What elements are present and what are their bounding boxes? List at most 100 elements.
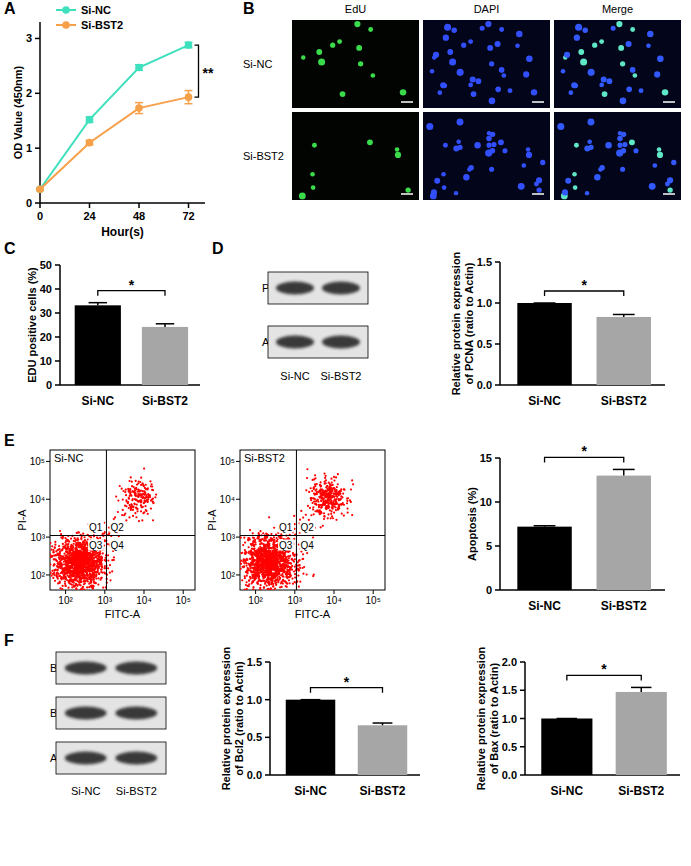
nucleus — [495, 41, 501, 47]
series-line — [40, 45, 189, 189]
bar — [517, 527, 571, 590]
nucleus — [588, 119, 595, 126]
event-dot — [78, 582, 80, 584]
nucleus — [354, 21, 360, 27]
event-dot — [72, 563, 74, 565]
bar — [597, 317, 651, 385]
event-dot — [92, 585, 94, 587]
event-dot — [125, 519, 127, 521]
event-dot — [101, 577, 103, 579]
event-dot — [97, 559, 99, 561]
event-dot — [139, 494, 141, 496]
bar — [541, 719, 592, 776]
error-bar — [89, 303, 107, 306]
event-dot — [60, 562, 62, 564]
event-dot — [104, 559, 106, 561]
nucleus — [557, 123, 564, 130]
nucleus — [662, 89, 668, 95]
nucleus — [463, 174, 469, 180]
nucleus — [564, 52, 570, 58]
event-dot — [90, 553, 92, 555]
event-dot — [72, 575, 74, 577]
event-dot — [136, 500, 138, 502]
event-dot — [65, 551, 67, 553]
event-dot — [75, 548, 77, 550]
error-cap — [135, 102, 143, 104]
error-bar — [301, 699, 321, 700]
event-dot — [97, 583, 99, 585]
category-label: Si-NC — [81, 394, 114, 408]
event-dot — [55, 550, 57, 552]
event-dot — [130, 509, 132, 511]
event-dot — [88, 562, 90, 564]
nucleus — [626, 87, 632, 93]
plot-frame — [50, 450, 195, 590]
nucleus — [476, 78, 482, 84]
event-dot — [74, 579, 76, 581]
event-dot — [132, 515, 134, 517]
event-dot — [133, 491, 135, 493]
event-dot — [79, 550, 81, 552]
event-dot — [87, 569, 89, 571]
event-dot — [85, 574, 87, 576]
event-dot — [152, 502, 154, 504]
event-dot — [134, 512, 136, 514]
event-dot — [96, 552, 98, 554]
event-dot — [135, 494, 137, 496]
error-cap — [557, 718, 577, 720]
title-line: Relative protein expression — [220, 646, 232, 790]
event-dot — [122, 509, 124, 511]
event-dot — [142, 485, 144, 487]
y-tick-label: 10 — [40, 355, 52, 367]
event-dot — [102, 532, 104, 534]
x-axis-title: FITC-A — [105, 608, 141, 620]
y-axis — [39, 22, 41, 203]
event-dot — [100, 568, 102, 570]
nucleus — [620, 167, 625, 172]
nucleus — [457, 69, 464, 76]
nucleus — [489, 61, 494, 66]
y-tick — [35, 93, 40, 95]
event-dot — [85, 570, 87, 572]
event-dot — [81, 568, 83, 570]
nucleus — [368, 27, 373, 32]
error-bar — [534, 525, 556, 527]
event-dot — [79, 544, 81, 546]
scale-bar — [663, 101, 675, 103]
nucleus — [449, 58, 456, 65]
event-dot — [83, 556, 85, 558]
event-dot — [145, 488, 147, 490]
nucleus — [451, 27, 456, 32]
event-dot — [59, 530, 61, 532]
error-line — [623, 469, 625, 475]
label-patch — [109, 522, 125, 533]
y-tick — [55, 336, 60, 338]
y-tick — [265, 661, 270, 663]
event-dot — [61, 588, 63, 590]
error-cap — [613, 314, 635, 316]
event-dot — [129, 506, 131, 508]
y-tick-label: 1.5 — [247, 656, 262, 668]
significance: * — [344, 674, 350, 690]
event-dot — [129, 488, 131, 490]
nucleus — [443, 35, 449, 41]
nucleus — [573, 83, 578, 88]
nucleus — [573, 185, 578, 190]
x-tick-label: 72 — [182, 210, 194, 222]
error-bar — [613, 314, 635, 316]
nucleus — [601, 76, 607, 82]
nucleus — [592, 43, 597, 48]
event-dot — [140, 496, 142, 498]
event-dot — [70, 578, 72, 580]
event-dot — [65, 565, 67, 567]
event-dot — [132, 509, 134, 511]
event-dot — [98, 554, 100, 556]
event-dot — [76, 532, 78, 534]
nucleus — [565, 178, 571, 184]
event-dot — [128, 516, 130, 518]
event-dot — [102, 571, 104, 573]
event-dot — [130, 491, 132, 493]
nucleus — [620, 97, 627, 104]
event-dot — [54, 541, 56, 543]
event-dot — [70, 566, 72, 568]
